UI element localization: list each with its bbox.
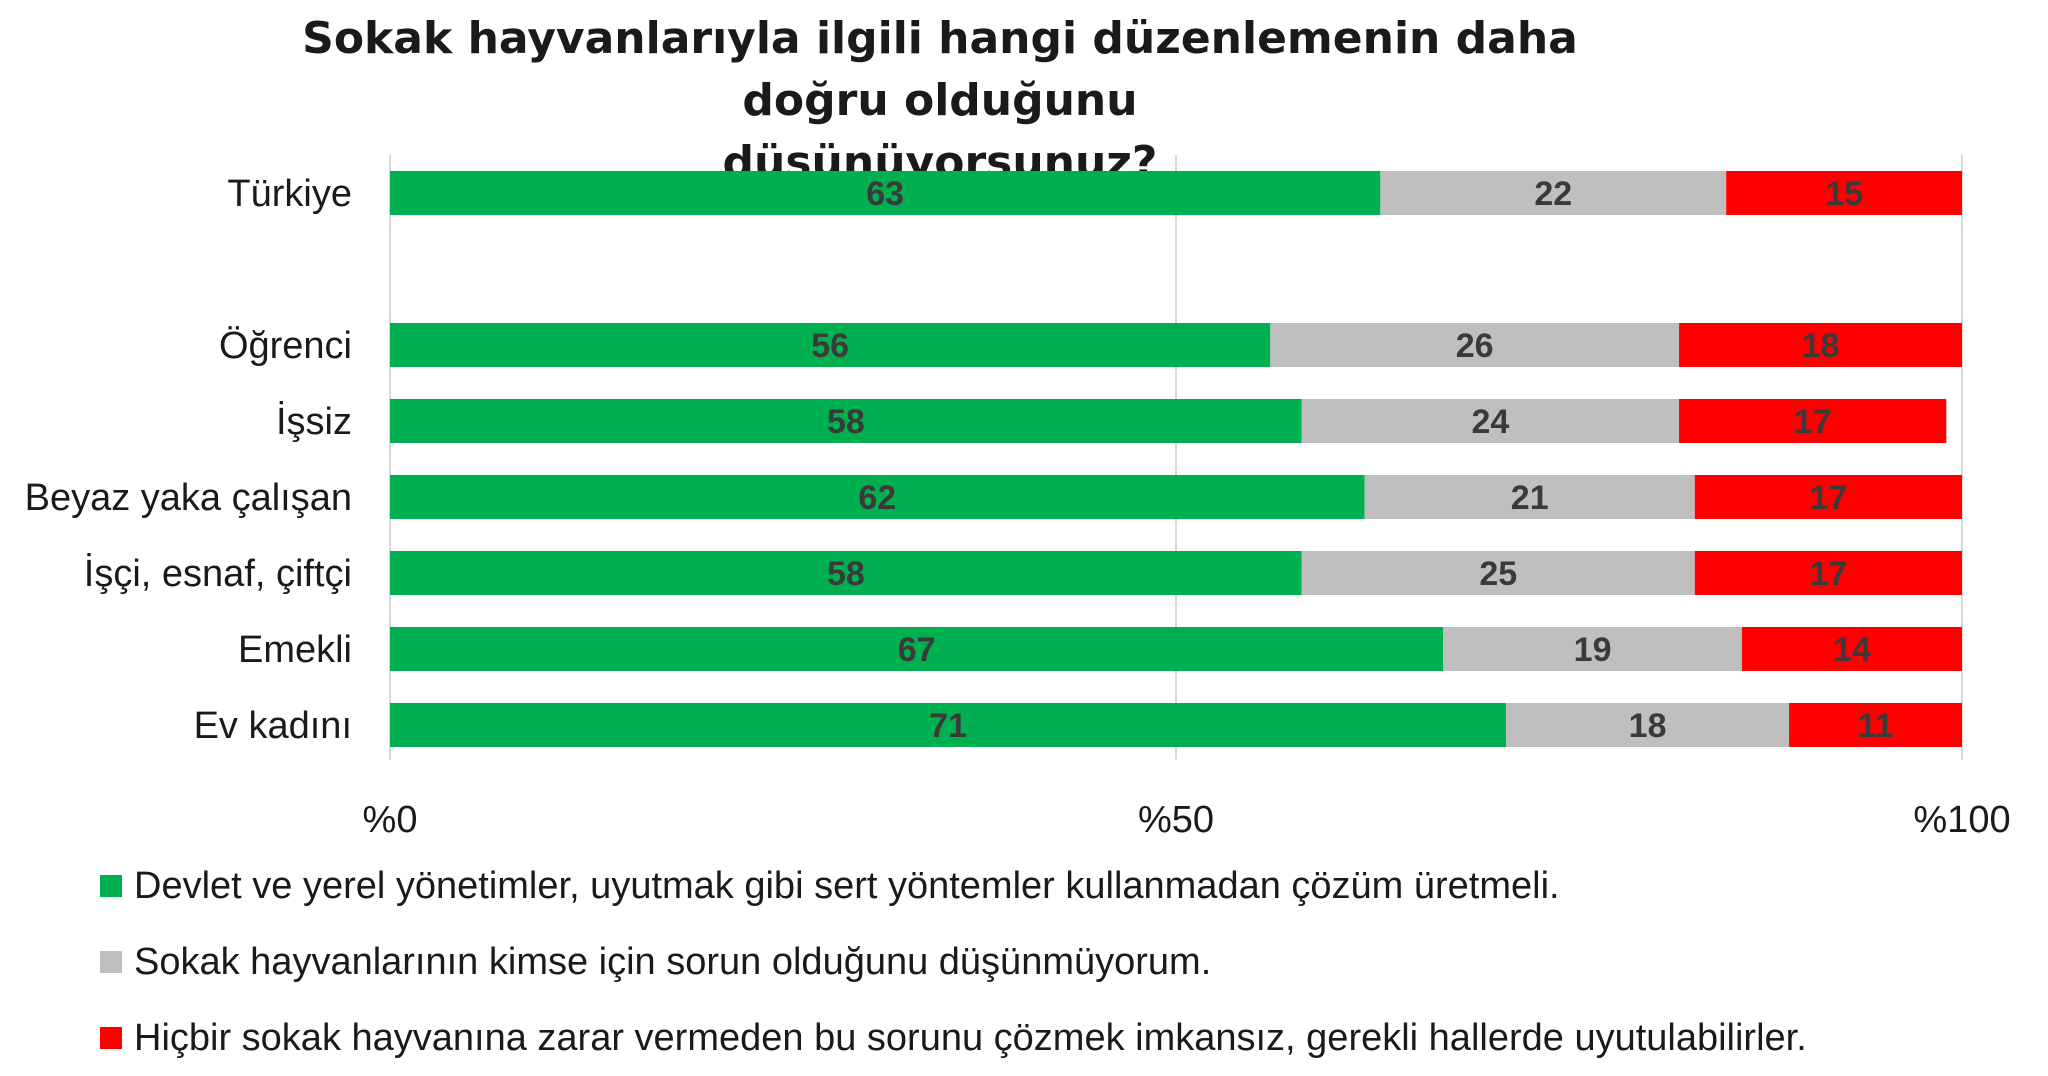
data-label-5-1: 19 <box>1574 631 1612 669</box>
bar-1-1 <box>1270 323 1680 367</box>
data-label-3-0: 62 <box>858 479 896 517</box>
legend-label-red: Hiçbir sokak hayvanına zarar vermeden bu… <box>134 1016 1807 1059</box>
legend-swatch-red <box>100 1027 122 1049</box>
bar-1-0 <box>390 323 1271 367</box>
data-label-1-2: 18 <box>1802 327 1840 365</box>
data-label-6-0: 71 <box>929 707 967 745</box>
bar-2-0 <box>390 399 1302 443</box>
category-label-3: Beyaz yaka çalışan <box>25 477 352 519</box>
bar-2-2 <box>1679 399 1947 443</box>
data-label-4-1: 25 <box>1479 555 1517 593</box>
bar-4-2 <box>1694 551 1962 595</box>
category-label-2: İşsiz <box>276 400 352 443</box>
legend-item-gray: Sokak hayvanlarının kimse için sorun old… <box>100 924 1807 1000</box>
data-label-2-2: 17 <box>1794 403 1832 441</box>
legend: Devlet ve yerel yönetimler, uyutmak gibi… <box>100 848 1807 1076</box>
legend-label-gray: Sokak hayvanlarının kimse için sorun old… <box>134 940 1212 983</box>
bar-5-1 <box>1443 627 1742 671</box>
legend-swatch-gray <box>100 951 122 973</box>
bar-6-2 <box>1789 703 1962 747</box>
data-label-2-0: 58 <box>827 403 865 441</box>
stacked-bar-chart: 63 22 15 Türkiye 56 26 18 Öğrenci 58 24 17 İşsiz 62 2… <box>25 155 2011 840</box>
data-label-0-1: 22 <box>1534 175 1572 213</box>
bar-5-0 <box>390 627 1444 671</box>
bar-2-1 <box>1301 399 1680 443</box>
data-label-4-2: 17 <box>1809 555 1847 593</box>
bar-0-0 <box>390 171 1381 215</box>
data-label-0-2: 15 <box>1825 175 1863 213</box>
chart-title-line-1: Sokak hayvanlarıyla ilgili hangi düzenle… <box>302 13 1578 126</box>
bar-3-0 <box>390 475 1365 519</box>
data-label-0-0: 63 <box>866 175 904 213</box>
bar-1-2 <box>1679 323 1962 367</box>
bar-6-1 <box>1506 703 1790 747</box>
data-label-4-0: 58 <box>827 555 865 593</box>
data-label-6-1: 18 <box>1629 707 1667 745</box>
legend-item-green: Devlet ve yerel yönetimler, uyutmak gibi… <box>100 848 1807 924</box>
category-label-5: Emekli <box>238 629 352 671</box>
chart-title: Sokak hayvanlarıyla ilgili hangi düzenle… <box>250 8 1630 194</box>
category-label-0: Türkiye <box>227 173 352 215</box>
data-label-5-0: 67 <box>898 631 936 669</box>
bar-0-1 <box>1380 171 1727 215</box>
data-label-1-0: 56 <box>811 327 849 365</box>
x-tick-label-1: %50 <box>1138 799 1214 840</box>
data-label-6-2: 11 <box>1858 707 1894 745</box>
legend-swatch-green <box>100 875 122 897</box>
bar-3-2 <box>1694 475 1962 519</box>
category-label-4: İşçi, esnaf, çiftçi <box>84 552 352 595</box>
x-tick-label-2: %100 <box>1913 799 2010 840</box>
data-label-1-1: 26 <box>1456 327 1494 365</box>
x-tick-label-0: %0 <box>363 799 418 840</box>
data-label-5-2: 14 <box>1833 631 1871 669</box>
bar-4-1 <box>1301 551 1695 595</box>
bar-0-2 <box>1726 171 1962 215</box>
data-label-2-1: 24 <box>1471 403 1509 441</box>
bar-4-0 <box>390 551 1302 595</box>
bar-6-0 <box>390 703 1507 747</box>
bar-5-2 <box>1741 627 1962 671</box>
legend-item-red: Hiçbir sokak hayvanına zarar vermeden bu… <box>100 1000 1807 1076</box>
data-label-3-1: 21 <box>1511 479 1549 517</box>
bar-3-1 <box>1364 475 1695 519</box>
category-label-6: Ev kadını <box>194 705 352 747</box>
data-label-3-2: 17 <box>1809 479 1847 517</box>
legend-label-green: Devlet ve yerel yönetimler, uyutmak gibi… <box>134 864 1560 907</box>
category-label-1: Öğrenci <box>219 325 352 367</box>
